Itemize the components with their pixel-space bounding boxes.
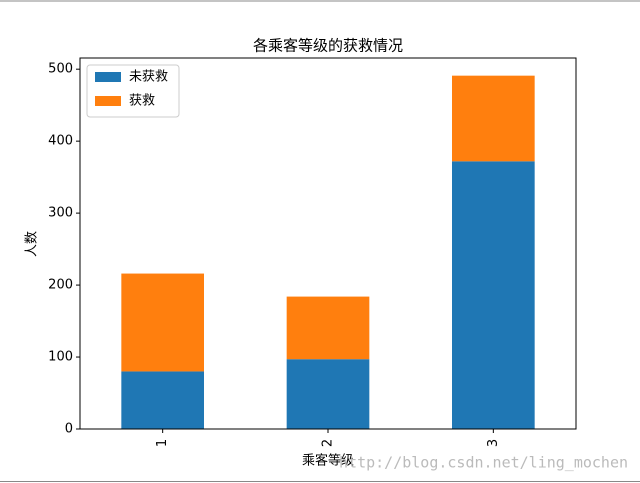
bar [286,296,370,360]
x-tick-label: 3 [486,439,501,447]
y-tick-label: 500 [48,62,73,77]
y-tick-label: 300 [48,206,73,221]
bar [452,75,535,162]
bar [121,371,204,429]
legend-label: 获救 [129,93,155,109]
y-tick-label: 200 [48,278,73,293]
legend-swatch [95,96,121,106]
y-tick-label: 0 [65,422,73,437]
y-tick-label: 100 [48,350,73,365]
chart-title: 各乘客等级的获救情况 [253,37,403,55]
legend-label: 未获救 [129,69,168,85]
y-tick-label: 400 [48,134,73,149]
x-tick-label: 2 [321,439,336,447]
bar [121,273,204,372]
plot-frame [79,57,577,430]
watermark: http://blog.csdn.net/ling_mochen [339,454,628,472]
x-tick-label: 1 [155,439,170,447]
bar [452,161,535,429]
x-axis-label: 乘客等级 [302,453,354,469]
bar [286,359,370,429]
legend-swatch [95,72,121,82]
y-axis-label: 人数 [25,231,40,257]
